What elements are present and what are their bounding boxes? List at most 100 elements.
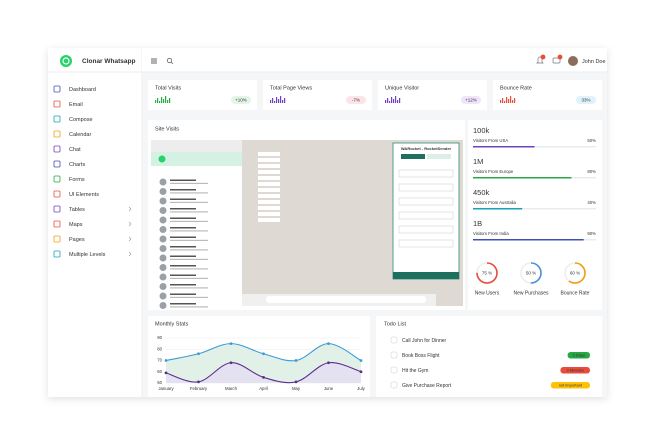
chat-line (170, 296, 208, 298)
sparkbar (270, 100, 272, 103)
chat-avatar (159, 302, 167, 309)
y-tick-label: 80 (157, 346, 162, 351)
sparkbar (157, 98, 159, 103)
msg-bubble (258, 188, 280, 192)
badge-text: +10% (235, 98, 247, 103)
chevron (128, 236, 132, 242)
logo (60, 55, 72, 67)
gauge (520, 262, 542, 284)
point (327, 342, 330, 346)
msg-bubble (258, 158, 280, 162)
checkbox[interactable] (390, 366, 398, 374)
todo-panel (376, 316, 602, 397)
chat-avatar (159, 264, 167, 271)
menu-item[interactable]: UI Elements (69, 192, 99, 198)
menu-icon (53, 160, 61, 168)
menu-item[interactable]: Forms (69, 177, 85, 183)
menu-button[interactable] (151, 58, 157, 64)
progress-track (473, 208, 596, 210)
progress-bar (473, 177, 572, 179)
menu-item[interactable]: Calendar (69, 132, 91, 138)
point (164, 371, 168, 375)
badge (346, 96, 366, 104)
menu-icon (53, 115, 61, 123)
sparkbar (272, 98, 274, 103)
menu-icon (53, 175, 61, 183)
search-button[interactable] (166, 57, 174, 65)
progress-bar (473, 239, 584, 241)
avatar[interactable] (568, 56, 578, 66)
menu-item[interactable]: Compose (69, 117, 93, 123)
chat-line (170, 274, 196, 276)
chat-line (170, 287, 208, 289)
menu-item[interactable]: Email (69, 102, 83, 108)
sparkbar (389, 101, 391, 103)
menu-item[interactable]: Chat (69, 147, 81, 153)
chat-line (170, 227, 196, 229)
chat-line (170, 239, 208, 241)
chat-avatar (159, 283, 167, 290)
x-tick-label: July (357, 386, 365, 391)
checkbox[interactable] (390, 381, 398, 389)
chat-line (170, 201, 208, 203)
menu-icon (53, 235, 61, 243)
menu-icon (53, 130, 61, 138)
sparkbar (159, 101, 161, 103)
user-name[interactable]: John Doe (582, 59, 606, 65)
sparkbar (393, 99, 395, 103)
todo-badge (550, 382, 590, 389)
y-tick-label: 70 (157, 358, 162, 363)
sparkbar (385, 100, 387, 103)
menu-item[interactable]: Multiple Levels (69, 252, 106, 258)
menu-item[interactable]: Charts (69, 162, 85, 168)
chat-line (170, 293, 196, 295)
checkbox[interactable] (390, 351, 398, 359)
sparkbar (500, 100, 502, 103)
sparkbar (395, 96, 397, 103)
y-tick-label: 60 (157, 369, 162, 374)
region-label: Visitors From Australia (473, 200, 517, 205)
sparkbar (397, 100, 399, 103)
msg-bubble (258, 152, 280, 156)
point (294, 380, 298, 384)
gauge-label: Bounce Rate (561, 290, 590, 296)
menu-item[interactable]: Maps (69, 222, 83, 228)
menu-item[interactable]: Dashboard (69, 87, 96, 93)
chat-line (170, 249, 208, 251)
region-label: Visitors From USA (473, 138, 508, 143)
chat-line (170, 189, 196, 191)
chat-line (170, 208, 196, 210)
region-label: Visitors From Europe (473, 169, 514, 174)
chat-avatar (159, 292, 167, 300)
chat-avatar (159, 254, 167, 262)
chat-avatar (159, 235, 167, 243)
chat-avatar (159, 216, 167, 224)
menu-item[interactable]: Tables (69, 207, 85, 213)
checkbox[interactable] (390, 336, 398, 344)
sparkbar (278, 99, 280, 103)
chat-line (170, 303, 196, 305)
stat-card (263, 80, 372, 110)
chat-avatar (159, 178, 167, 186)
point (197, 352, 200, 356)
chat-avatar (159, 245, 167, 252)
point (327, 361, 330, 365)
popup-field (398, 211, 454, 220)
msg-bubble (258, 164, 280, 168)
sparkbar (508, 99, 510, 103)
badge (461, 96, 481, 104)
todo-text: Call John for Dinner (402, 338, 447, 344)
x-tick-label: April (259, 386, 268, 391)
todo-badge-text: 2 Days (573, 353, 585, 358)
sparkbar (391, 97, 393, 103)
content: Clonar Whatsapp John Doe Dashboard Email C… (48, 48, 607, 397)
gauge (476, 262, 498, 284)
todo-badge (567, 352, 590, 359)
popup-field (398, 197, 454, 206)
menu-item[interactable]: Pages (69, 237, 85, 243)
gauge (564, 262, 586, 284)
notifications[interactable] (536, 54, 546, 64)
chat-line (170, 217, 196, 219)
messages[interactable] (552, 54, 563, 64)
todo-text: Give Purchase Report (402, 383, 452, 389)
